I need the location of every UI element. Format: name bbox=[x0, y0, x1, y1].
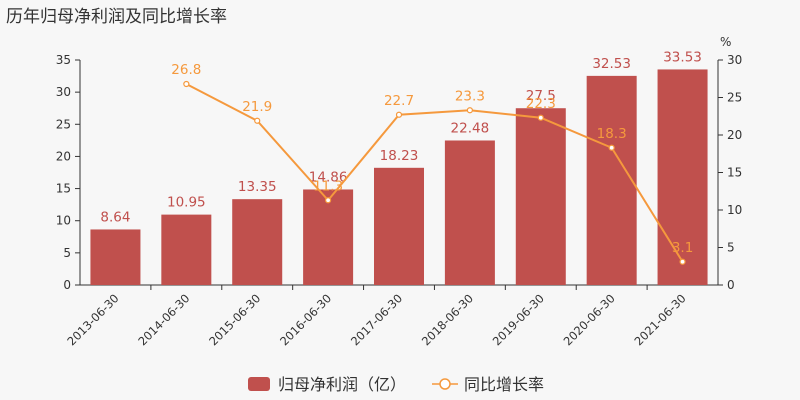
bar-data-label: 8.64 bbox=[100, 209, 130, 225]
x-tick-label: 2017-06-30 bbox=[348, 291, 405, 348]
legend-bar-label: 归母净利润（亿） bbox=[278, 375, 406, 394]
bar-data-label: 33.53 bbox=[663, 49, 702, 65]
y-right-tick-label: 25 bbox=[727, 91, 742, 105]
x-tick-label: 2016-06-30 bbox=[277, 291, 334, 348]
x-tick-label: 2021-06-30 bbox=[632, 291, 689, 348]
bar-data-label: 14.86 bbox=[309, 169, 348, 185]
y-left-tick-label: 0 bbox=[63, 278, 71, 292]
legend-line-label: 同比增长率 bbox=[464, 375, 544, 394]
bar-data-label: 18.23 bbox=[380, 148, 419, 164]
bar-data-label: 13.35 bbox=[238, 179, 277, 195]
x-tick-label: 2015-06-30 bbox=[206, 291, 263, 348]
bar-data-label: 22.48 bbox=[451, 120, 490, 136]
growth-data-label: 21.9 bbox=[242, 99, 272, 115]
growth-point bbox=[537, 114, 544, 121]
y-right-unit-label: % bbox=[720, 35, 731, 49]
legend-bar-swatch bbox=[248, 377, 270, 391]
growth-point bbox=[254, 117, 261, 124]
growth-point bbox=[466, 107, 473, 114]
x-tick-label: 2020-06-30 bbox=[561, 291, 618, 348]
y-right-tick-label: 20 bbox=[727, 128, 742, 142]
y-left-tick-label: 15 bbox=[56, 182, 71, 196]
growth-point bbox=[183, 80, 190, 88]
growth-point bbox=[325, 197, 332, 204]
bar bbox=[374, 167, 424, 285]
x-tick-label: 2013-06-30 bbox=[64, 291, 121, 348]
bar-data-label: 32.53 bbox=[592, 56, 631, 72]
growth-point bbox=[679, 258, 686, 265]
y-right-tick-label: 10 bbox=[727, 203, 742, 217]
growth-data-label: 3.1 bbox=[672, 240, 693, 256]
growth-data-label: 22.7 bbox=[384, 93, 414, 109]
growth-line bbox=[185, 83, 684, 263]
bar bbox=[586, 75, 637, 285]
bar bbox=[444, 140, 495, 285]
bar bbox=[161, 214, 212, 285]
bar bbox=[657, 69, 708, 285]
bar bbox=[303, 189, 354, 285]
x-tick-label: 2018-06-30 bbox=[419, 291, 476, 348]
bar bbox=[232, 199, 283, 285]
bar bbox=[90, 229, 141, 285]
growth-point bbox=[608, 144, 615, 151]
growth-data-label: 22.3 bbox=[526, 96, 556, 112]
bar bbox=[515, 108, 566, 285]
x-tick-label: 2019-06-30 bbox=[490, 291, 547, 348]
y-left-tick-label: 5 bbox=[63, 246, 71, 260]
y-left-tick-label: 10 bbox=[56, 214, 71, 228]
bar-data-label: 10.95 bbox=[167, 195, 206, 211]
bar-data-label: 27.5 bbox=[526, 88, 556, 104]
x-tick-label: 2014-06-30 bbox=[135, 291, 192, 348]
growth-point bbox=[395, 111, 403, 118]
y-left-tick-label: 35 bbox=[56, 53, 71, 67]
growth-data-label: 23.3 bbox=[455, 88, 485, 104]
chart-title: 历年归母净利润及同比增长率 bbox=[6, 7, 227, 27]
y-right-tick-label: 5 bbox=[727, 241, 735, 255]
growth-data-label: 26.8 bbox=[171, 62, 201, 78]
y-right-tick-label: 0 bbox=[727, 278, 735, 292]
y-left-tick-label: 25 bbox=[56, 117, 71, 131]
y-right-tick-label: 15 bbox=[727, 166, 742, 180]
y-right-tick-label: 30 bbox=[727, 53, 742, 67]
growth-data-label: 18.3 bbox=[597, 126, 627, 142]
legend-line-marker bbox=[439, 378, 451, 390]
y-left-tick-label: 30 bbox=[56, 85, 71, 99]
y-left-tick-label: 20 bbox=[56, 149, 71, 163]
growth-data-label: 11.3 bbox=[313, 178, 343, 194]
